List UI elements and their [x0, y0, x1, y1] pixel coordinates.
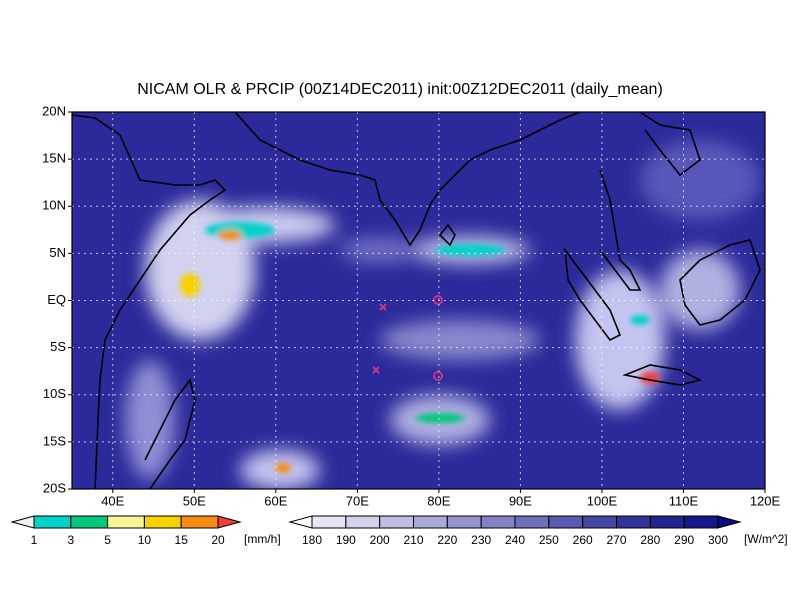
precip-cells — [180, 222, 660, 473]
colorbar-label: 3 — [67, 533, 74, 547]
map-title: NICAM OLR & PRCIP (00Z14DEC2011) init:00… — [137, 81, 663, 98]
colorbar-swatch — [413, 515, 448, 529]
colorbar-swatch — [480, 515, 516, 529]
colorbar-arrow — [288, 515, 313, 529]
colorbar-label: 10 — [138, 533, 152, 547]
colorbar-unit: [W/m^2] — [744, 532, 788, 546]
colorbar-label: 200 — [370, 533, 390, 547]
colorbar-arrow — [10, 515, 35, 529]
lat-label: 10N — [42, 198, 66, 213]
lon-label: 60E — [264, 493, 287, 508]
colorbar-label: 1 — [31, 533, 38, 547]
map-area — [72, 112, 765, 489]
colorbar-swatch — [180, 515, 219, 529]
colorbar-swatch — [514, 515, 550, 529]
lat-label: 20N — [42, 103, 66, 118]
colorbar-swatch — [446, 515, 482, 529]
colorbar-unit: [mm/h] — [244, 532, 281, 546]
colorbar-label: 290 — [674, 533, 694, 547]
lon-label: 100E — [587, 493, 618, 508]
colorbar-label: 20 — [211, 533, 225, 547]
colorbar-label: 180 — [302, 533, 322, 547]
colorbar-swatch — [649, 515, 685, 529]
colorbar-label: 270 — [606, 533, 626, 547]
colorbar-arrow — [717, 515, 742, 529]
lat-label: 10S — [43, 386, 66, 401]
lat-label: EQ — [47, 292, 66, 307]
lon-label: 70E — [346, 493, 369, 508]
colorbar-label: 15 — [175, 533, 189, 547]
colorbar-swatch — [616, 515, 651, 529]
colorbar-swatch — [582, 515, 618, 529]
lat-label: 20S — [43, 480, 66, 495]
colorbar-label: 5 — [104, 533, 111, 547]
lat-label: 5S — [50, 339, 66, 354]
lon-label: 110E — [669, 493, 699, 508]
colorbar-label: 190 — [336, 533, 356, 547]
colorbar-label: 280 — [640, 533, 660, 547]
colorbar-label: 260 — [573, 533, 593, 547]
lon-label: 50E — [183, 493, 206, 508]
colorbar-label: 210 — [403, 533, 423, 547]
colorbar-label: 220 — [437, 533, 457, 547]
lat-label: 15S — [43, 433, 66, 448]
colorbar-label: 300 — [708, 533, 728, 547]
lon-label: 80E — [427, 493, 450, 508]
colorbar-swatch — [143, 515, 182, 529]
colorbar-swatch — [33, 515, 72, 529]
lat-label: 15N — [42, 151, 66, 166]
colorbar-label: 240 — [505, 533, 525, 547]
colorbar-swatch — [70, 515, 109, 529]
colorbar-swatch — [548, 515, 584, 529]
lon-label: 90E — [509, 493, 532, 508]
colorbar-swatch — [311, 515, 347, 529]
colorbar-swatch — [345, 515, 381, 529]
colorbar-arrow — [217, 515, 242, 529]
coastlines — [72, 112, 761, 489]
lat-label: 5N — [49, 245, 66, 260]
colorbar-swatch — [107, 515, 145, 529]
lon-label: 120E — [750, 493, 781, 508]
colorbar-label: 230 — [471, 533, 491, 547]
cloud-field — [125, 140, 760, 489]
colorbar-swatch — [683, 515, 719, 529]
colorbar-swatch — [379, 515, 414, 529]
lon-label: 40E — [101, 493, 124, 508]
colorbar-label: 250 — [539, 533, 559, 547]
